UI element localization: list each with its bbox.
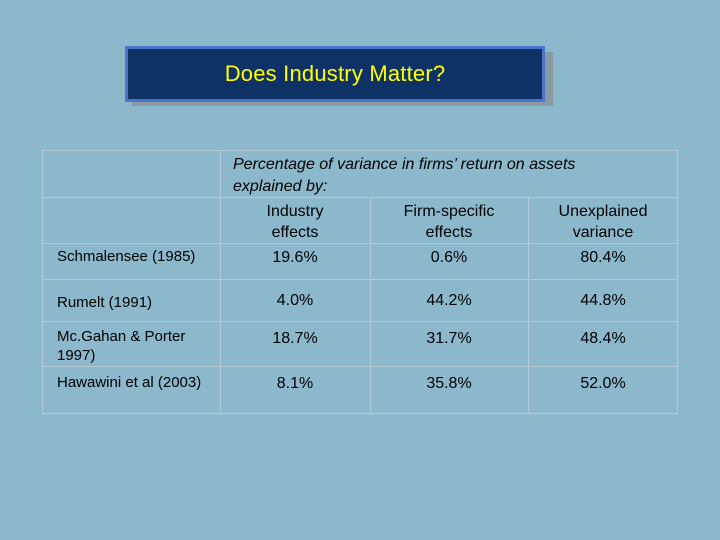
cell-unexplained: 80.4%: [580, 249, 626, 266]
row-label-mcgahan: Mc.Gahan & Porter 1997): [57, 328, 186, 364]
cell-unexplained: 48.4%: [580, 330, 626, 347]
row-label-hawawini: Hawawini et al (2003): [57, 374, 202, 391]
cell-industry: 4.0%: [276, 292, 314, 309]
cell-unexplained: 44.8%: [580, 292, 626, 309]
cell-firm: 0.6%: [430, 249, 468, 266]
header-unexplained-line2: variance: [572, 224, 634, 241]
header-firm-line2: effects: [425, 224, 473, 241]
grid-line-v3: [528, 197, 529, 413]
grid-line-v1: [220, 151, 221, 413]
header-firm-line1: Firm-specific: [403, 203, 495, 220]
grid-line-h5: [43, 366, 677, 367]
row-label-rumelt: Rumelt (1991): [57, 294, 153, 311]
cell-firm: 35.8%: [426, 375, 472, 392]
cell-industry: 8.1%: [276, 375, 314, 392]
header-industry-line2: effects: [271, 224, 319, 241]
header-unexplained-line1: Unexplained: [558, 203, 648, 220]
grid-line-v2: [370, 197, 371, 413]
cell-industry: 19.6%: [272, 249, 318, 266]
cell-unexplained: 52.0%: [580, 375, 626, 392]
grid-line-h3: [43, 279, 677, 280]
cell-firm: 44.2%: [426, 292, 472, 309]
row-label-schmalensee: Schmalensee (1985): [57, 248, 196, 265]
cell-industry: 18.7%: [272, 330, 318, 347]
grid-line-h2: [43, 243, 677, 244]
header-industry-line1: Industry: [266, 203, 324, 220]
cell-firm: 31.7%: [426, 330, 472, 347]
grid-line-h1: [43, 197, 677, 198]
title-box: Does Industry Matter?: [125, 46, 545, 102]
table-caption-line2: explained by:: [233, 178, 328, 195]
variance-table: Percentage of variance in firms’ return …: [42, 150, 678, 414]
table-caption-line1: Percentage of variance in firms’ return …: [233, 156, 576, 173]
page-title: Does Industry Matter?: [224, 61, 446, 86]
grid-line-h4: [43, 321, 677, 322]
